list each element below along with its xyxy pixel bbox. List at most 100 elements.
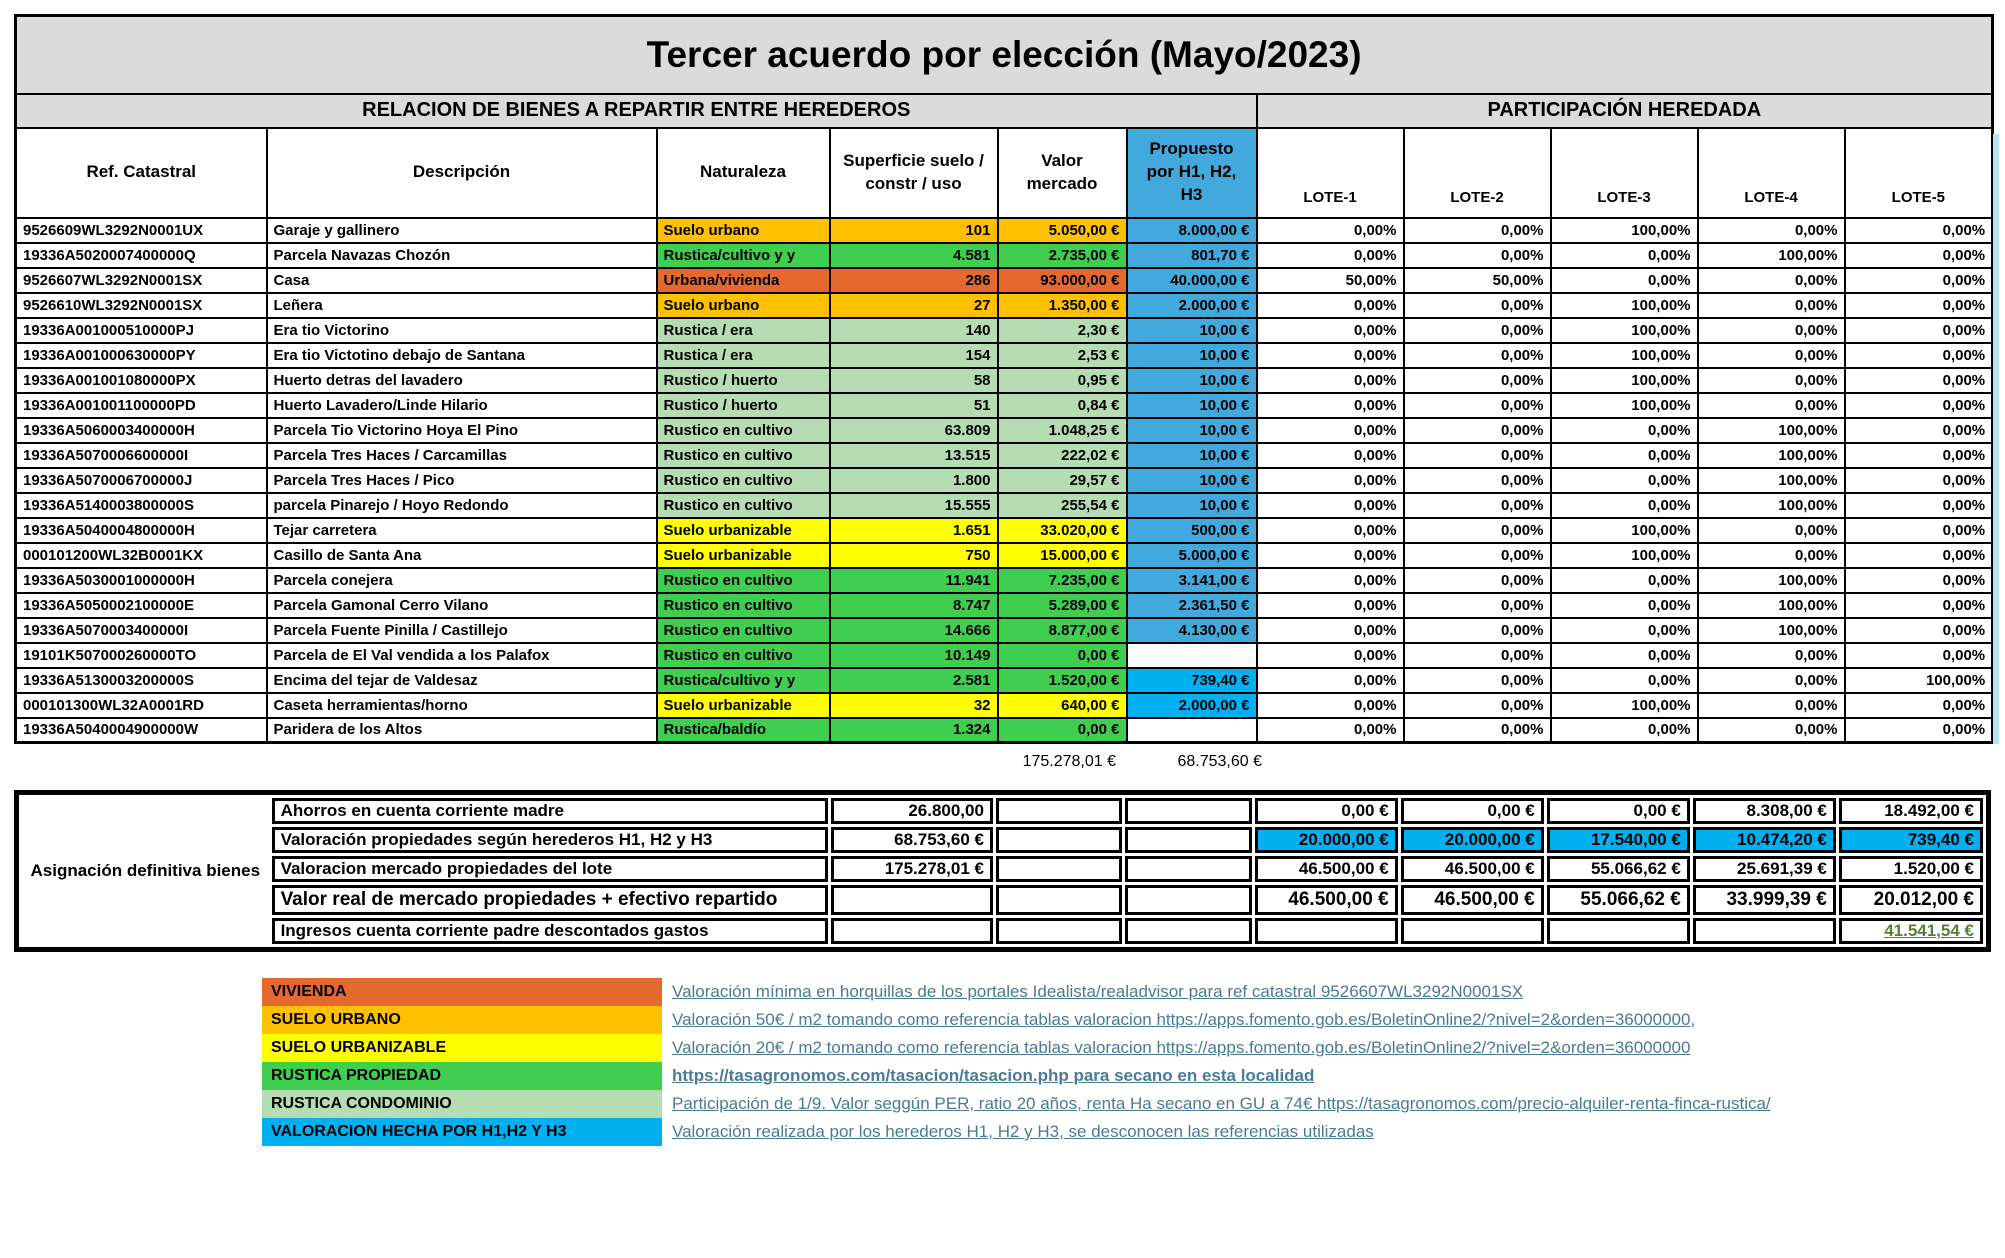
lote-5-cell[interactable]: 0,00% xyxy=(1843,391,1994,419)
assignment-lote-3-cell[interactable]: 0,00 € xyxy=(1546,798,1690,824)
assignment-lote-2-cell[interactable]: 0,00 € xyxy=(1400,798,1544,824)
lote-4-cell[interactable]: 0,00% xyxy=(1696,391,1846,419)
lote-3-cell[interactable]: 100,00% xyxy=(1549,291,1699,319)
assignment-lote-1-cell[interactable]: 0,00 € xyxy=(1254,798,1398,824)
descripcion-cell[interactable]: Parcela Tres Haces / Pico xyxy=(265,466,658,494)
valor-mercado-cell[interactable]: 2,30 € xyxy=(996,316,1128,344)
lote-5-cell[interactable]: 0,00% xyxy=(1843,491,1994,519)
column-header-lote-1[interactable]: LOTE-1 xyxy=(1255,126,1405,219)
descripcion-cell[interactable]: Casillo de Santa Ana xyxy=(265,541,658,569)
descripcion-cell[interactable]: Caseta herramientas/horno xyxy=(265,691,658,719)
descripcion-cell[interactable]: Encima del tejar de Valdesaz xyxy=(265,666,658,694)
lote-4-cell[interactable]: 100,00% xyxy=(1696,466,1846,494)
assignment-lote-4-cell[interactable] xyxy=(1692,918,1836,944)
superficie-cell[interactable]: 32 xyxy=(828,691,999,719)
ref-catastral-cell[interactable]: 9526607WL3292N0001SX xyxy=(14,266,268,294)
lote-3-cell[interactable]: 0,00% xyxy=(1549,466,1699,494)
lote-5-cell[interactable]: 100,00% xyxy=(1843,666,1994,694)
lote-3-cell[interactable]: 0,00% xyxy=(1549,566,1699,594)
propuesto-cell[interactable]: 801,70 € xyxy=(1125,241,1258,269)
superficie-cell[interactable]: 2.581 xyxy=(828,666,999,694)
ref-catastral-cell[interactable]: 19336A5030001000000H xyxy=(14,566,268,594)
superficie-cell[interactable]: 15.555 xyxy=(828,491,999,519)
lote-5-cell[interactable]: 0,00% xyxy=(1843,316,1994,344)
ref-catastral-cell[interactable]: 19336A001001100000PD xyxy=(14,391,268,419)
lote-2-cell[interactable]: 0,00% xyxy=(1402,241,1552,269)
assignment-empty-cell[interactable] xyxy=(995,798,1122,824)
assignment-lote-1-cell[interactable]: 20.000,00 € xyxy=(1254,827,1398,853)
assignment-lote-3-cell[interactable]: 55.066,62 € xyxy=(1546,856,1690,882)
lote-4-cell[interactable]: 100,00% xyxy=(1696,241,1846,269)
lote-4-cell[interactable]: 100,00% xyxy=(1696,616,1846,644)
column-header-lote-3[interactable]: LOTE-3 xyxy=(1549,126,1699,219)
lote-3-cell[interactable]: 0,00% xyxy=(1549,616,1699,644)
lote-4-cell[interactable]: 100,00% xyxy=(1696,566,1846,594)
column-header-descripcion[interactable]: Descripción xyxy=(265,126,658,219)
superficie-cell[interactable]: 750 xyxy=(828,541,999,569)
propuesto-cell[interactable]: 10,00 € xyxy=(1125,416,1258,444)
lote-2-cell[interactable]: 0,00% xyxy=(1402,416,1552,444)
ref-catastral-cell[interactable]: 19336A5070006600000I xyxy=(14,441,268,469)
propuesto-cell[interactable]: 40.000,00 € xyxy=(1125,266,1258,294)
naturaleza-cell[interactable]: Rustico / huerto xyxy=(655,366,831,394)
descripcion-cell[interactable]: Garaje y gallinero xyxy=(265,216,658,244)
lote-3-cell[interactable]: 100,00% xyxy=(1549,216,1699,244)
assignment-lote-3-cell[interactable]: 17.540,00 € xyxy=(1546,827,1690,853)
descripcion-cell[interactable]: Parcela Tio Victorino Hoya El Pino xyxy=(265,416,658,444)
valor-mercado-cell[interactable]: 5.289,00 € xyxy=(996,591,1128,619)
descripcion-cell[interactable]: parcela Pinarejo / Hoyo Redondo xyxy=(265,491,658,519)
naturaleza-cell[interactable]: Rustico en cultivo xyxy=(655,591,831,619)
ref-catastral-cell[interactable]: 19336A5140003800000S xyxy=(14,491,268,519)
descripcion-cell[interactable]: Casa xyxy=(265,266,658,294)
total-propuesto[interactable]: 68.753,60 € xyxy=(1177,753,1262,770)
lote-5-cell[interactable]: 0,00% xyxy=(1843,366,1994,394)
valor-mercado-cell[interactable]: 33.020,00 € xyxy=(996,516,1128,544)
lote-1-cell[interactable]: 0,00% xyxy=(1255,316,1405,344)
descripcion-cell[interactable]: Parcela Tres Haces / Carcamillas xyxy=(265,441,658,469)
propuesto-cell[interactable]: 4.130,00 € xyxy=(1125,616,1258,644)
propuesto-cell[interactable]: 2.361,50 € xyxy=(1125,591,1258,619)
valor-mercado-cell[interactable]: 1.048,25 € xyxy=(996,416,1128,444)
lote-2-cell[interactable]: 0,00% xyxy=(1402,441,1552,469)
assignment-value-cell[interactable]: 175.278,01 € xyxy=(830,856,993,882)
assignment-lote-2-cell[interactable]: 46.500,00 € xyxy=(1400,856,1544,882)
lote-4-cell[interactable]: 0,00% xyxy=(1696,266,1846,294)
column-header-ref-catastral[interactable]: Ref. Catastral xyxy=(14,126,268,219)
lote-4-cell[interactable]: 0,00% xyxy=(1696,641,1846,669)
valor-mercado-cell[interactable]: 7.235,00 € xyxy=(996,566,1128,594)
descripcion-cell[interactable]: Era tio Victotino debajo de Santana xyxy=(265,341,658,369)
lote-3-cell[interactable]: 0,00% xyxy=(1549,666,1699,694)
lote-4-cell[interactable]: 100,00% xyxy=(1696,441,1846,469)
superficie-cell[interactable]: 27 xyxy=(828,291,999,319)
naturaleza-cell[interactable]: Rustico en cultivo xyxy=(655,466,831,494)
lote-4-cell[interactable]: 0,00% xyxy=(1696,366,1846,394)
lote-2-cell[interactable]: 0,00% xyxy=(1402,366,1552,394)
lote-2-cell[interactable]: 0,00% xyxy=(1402,591,1552,619)
naturaleza-cell[interactable]: Rustica/cultivo y y xyxy=(655,241,831,269)
ref-catastral-cell[interactable]: 000101300WL32A0001RD xyxy=(14,691,268,719)
lote-3-cell[interactable]: 0,00% xyxy=(1549,441,1699,469)
ref-catastral-cell[interactable]: 19336A001001080000PX xyxy=(14,366,268,394)
valor-mercado-cell[interactable]: 2,53 € xyxy=(996,341,1128,369)
lote-5-cell[interactable]: 0,00% xyxy=(1843,416,1994,444)
ref-catastral-cell[interactable]: 19336A5070003400000I xyxy=(14,616,268,644)
lote-4-cell[interactable]: 100,00% xyxy=(1696,591,1846,619)
lote-3-cell[interactable]: 100,00% xyxy=(1549,316,1699,344)
lote-2-cell[interactable]: 0,00% xyxy=(1402,216,1552,244)
valor-mercado-cell[interactable]: 29,57 € xyxy=(996,466,1128,494)
lote-5-cell[interactable]: 0,00% xyxy=(1843,341,1994,369)
lote-2-cell[interactable]: 0,00% xyxy=(1402,491,1552,519)
assignment-lote-4-cell[interactable]: 25.691,39 € xyxy=(1692,856,1836,882)
lote-4-cell[interactable]: 0,00% xyxy=(1696,291,1846,319)
propuesto-cell[interactable]: 2.000,00 € xyxy=(1125,291,1258,319)
lote-5-cell[interactable]: 0,00% xyxy=(1843,566,1994,594)
propuesto-cell[interactable]: 10,00 € xyxy=(1125,441,1258,469)
superficie-cell[interactable]: 8.747 xyxy=(828,591,999,619)
lote-2-cell[interactable]: 0,00% xyxy=(1402,616,1552,644)
descripcion-cell[interactable]: Parcela conejera xyxy=(265,566,658,594)
lote-1-cell[interactable]: 0,00% xyxy=(1255,416,1405,444)
lote-3-cell[interactable]: 100,00% xyxy=(1549,391,1699,419)
assignment-lote-5-cell[interactable]: 739,40 € xyxy=(1838,827,1983,853)
propuesto-cell[interactable]: 2.000,00 € xyxy=(1125,691,1258,719)
naturaleza-cell[interactable]: Rustica / era xyxy=(655,316,831,344)
